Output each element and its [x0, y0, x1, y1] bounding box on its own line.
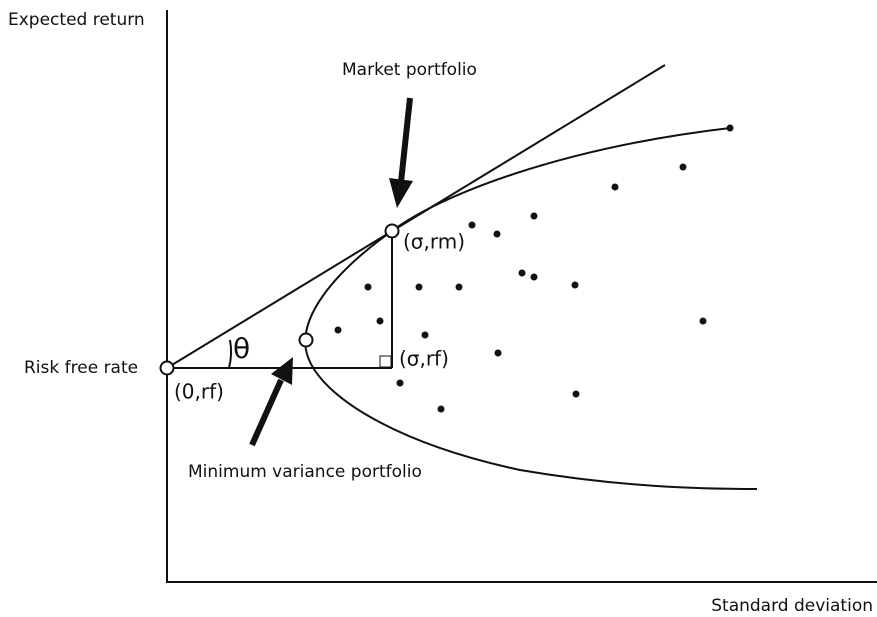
- efficient-frontier: [304, 127, 758, 490]
- arrow-head: [389, 178, 413, 208]
- market-point: [384, 223, 400, 239]
- label: (0,rf): [174, 380, 224, 404]
- assets: [334, 124, 734, 413]
- min-var-point: [298, 332, 314, 348]
- label: (σ,rf): [399, 347, 449, 371]
- x-axis-label: Standard deviation: [711, 596, 873, 616]
- angle-label: θ: [233, 332, 250, 365]
- label: (σ,rm): [403, 230, 465, 254]
- angle-arc: [228, 339, 233, 369]
- y-axis-label: Expected return: [8, 10, 145, 30]
- label: Risk free rate: [24, 358, 138, 378]
- arrow-market: [398, 97, 413, 183]
- rf-point: [159, 360, 175, 376]
- arrow-min-var: [249, 378, 284, 447]
- right-angle: [379, 355, 392, 368]
- label: Market portfolio: [342, 60, 477, 80]
- label: Minimum variance portfolio: [188, 462, 422, 482]
- arrow-head: [271, 357, 293, 385]
